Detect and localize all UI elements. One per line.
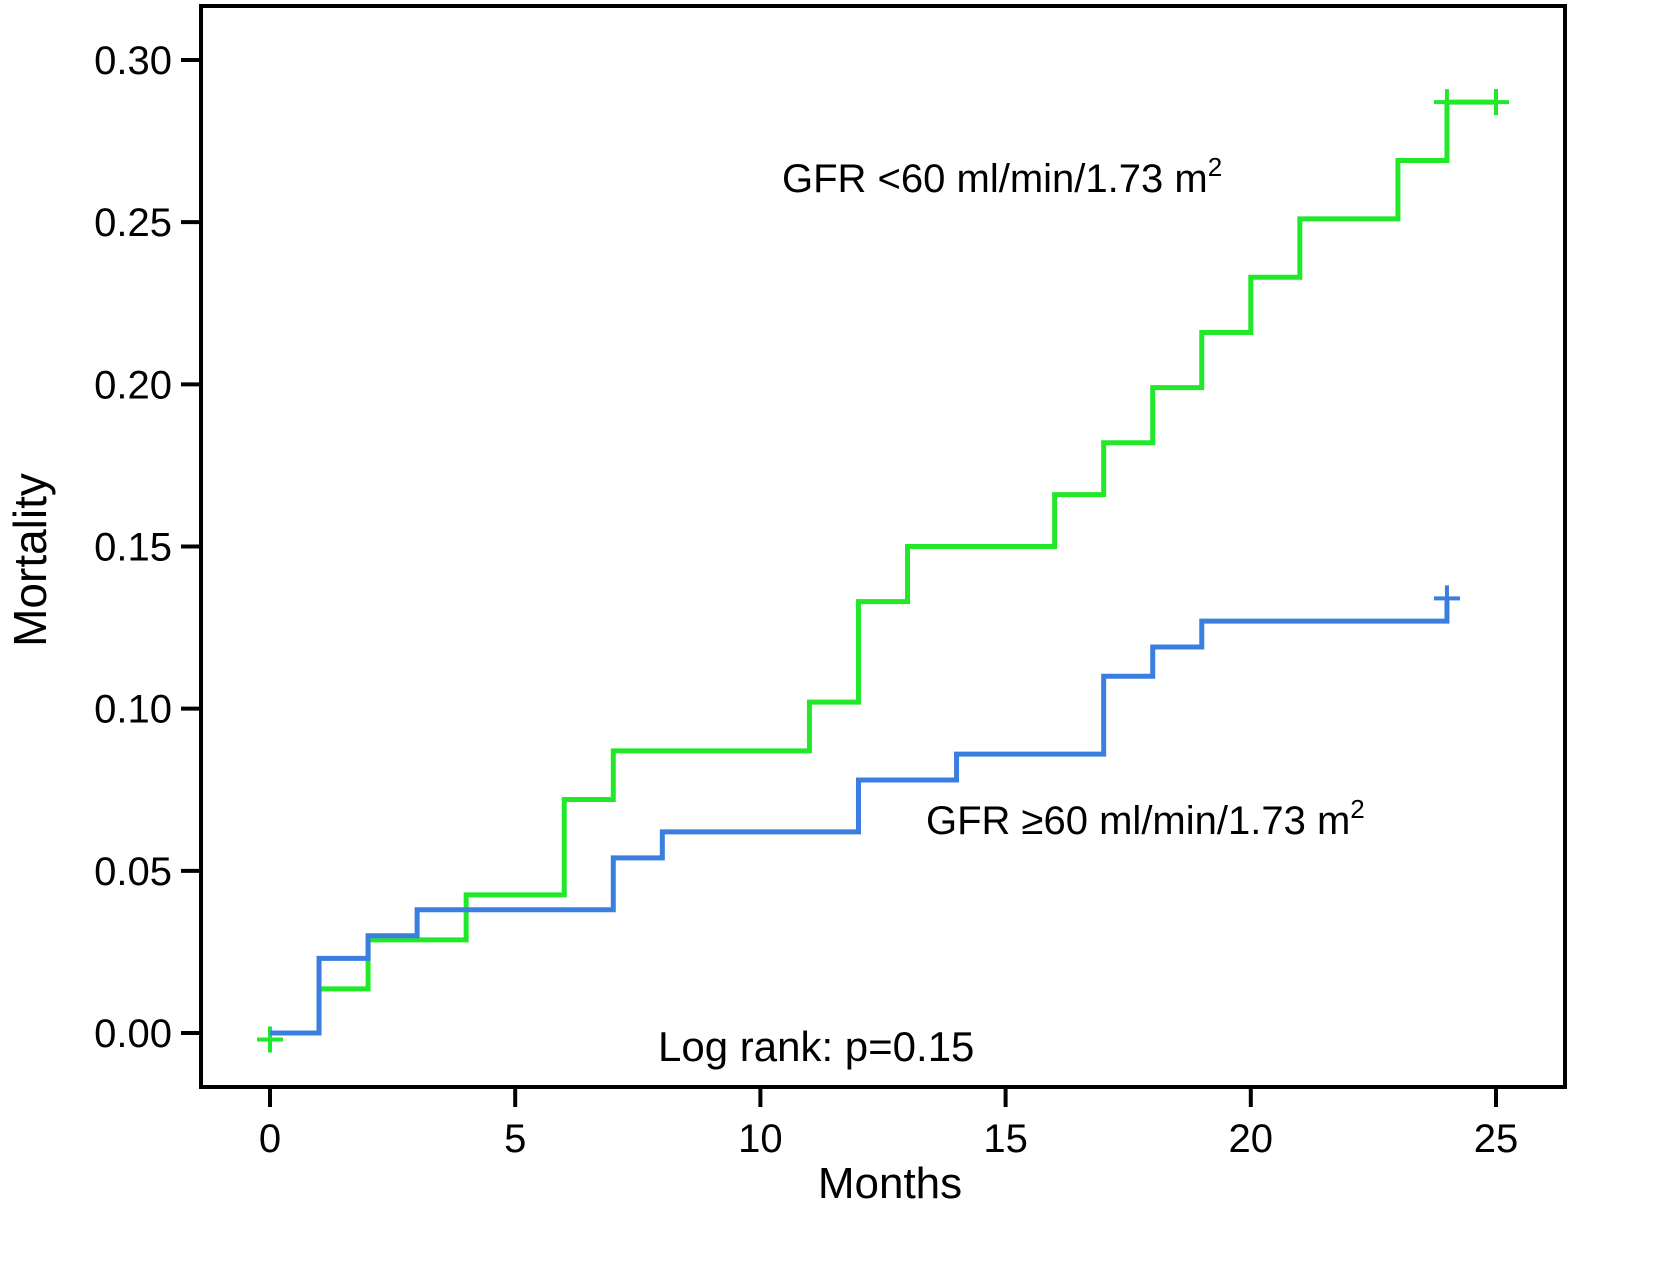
x-tick-label: 20	[1229, 1117, 1274, 1161]
x-axis-label: Months	[818, 1159, 962, 1208]
y-axis: 0.00 0.05 0.10 0.15 0.20 0.25 0.30	[94, 39, 201, 1056]
censor-mark	[1433, 89, 1460, 116]
y-tick-label: 0.20	[94, 363, 172, 407]
x-tick-label: 10	[738, 1117, 783, 1161]
y-axis-label: Mortality	[4, 473, 56, 647]
series-label-gfr-ge60: GFR ≥60 ml/min/1.73 m2	[926, 794, 1365, 843]
censor-mark	[1433, 585, 1460, 612]
x-tick-label: 0	[259, 1117, 281, 1161]
y-tick-label: 0.10	[94, 688, 172, 732]
series-group	[257, 89, 1509, 1053]
censor-mark	[257, 1026, 283, 1053]
log-rank-annotation: Log rank: p=0.15	[658, 1023, 974, 1070]
series-line-1	[270, 598, 1450, 1036]
censor-mark	[1483, 89, 1509, 116]
x-tick-label: 15	[983, 1117, 1028, 1161]
y-tick-label: 0.05	[94, 850, 172, 894]
x-tick-label: 5	[504, 1117, 526, 1161]
series-label-gfr-lt60: GFR <60 ml/min/1.73 m2	[782, 152, 1222, 201]
y-tick-label: 0.25	[94, 201, 172, 245]
series-label-gfr-lt60-sup: 2	[1208, 152, 1222, 182]
series-line-0	[270, 99, 1496, 1036]
x-tick-label: 25	[1474, 1117, 1519, 1161]
series-label-gfr-ge60-main: GFR ≥60 ml/min/1.73 m	[926, 799, 1350, 843]
y-tick-label: 0.00	[94, 1012, 172, 1056]
y-tick-label: 0.15	[94, 526, 172, 570]
series-label-gfr-ge60-sup: 2	[1350, 794, 1364, 824]
y-tick-label: 0.30	[94, 39, 172, 83]
x-axis: 0 5 10 15 20 25	[259, 1087, 1518, 1161]
series-label-gfr-lt60-main: GFR <60 ml/min/1.73 m	[782, 157, 1208, 201]
